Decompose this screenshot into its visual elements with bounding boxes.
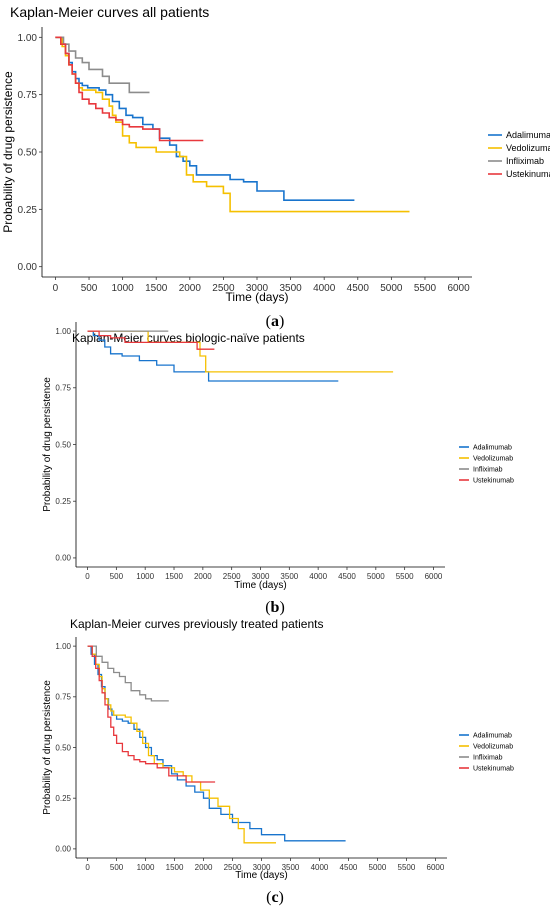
- chart-title: Kaplan-Meier curves biologic-naïve patie…: [72, 331, 305, 345]
- legend-label-infliximab: Infliximab: [473, 754, 503, 761]
- x-axis-label: Time (days): [235, 870, 287, 881]
- legend-label-vedolizumab: Vedolizumab: [473, 455, 513, 462]
- x-tick-label: 3000: [246, 283, 269, 294]
- series-line-infliximab: [87, 645, 169, 702]
- x-tick-label: 6000: [427, 863, 445, 872]
- x-tick-label: 3000: [252, 572, 270, 581]
- x-tick-label: 3500: [280, 572, 298, 581]
- y-tick-label: 0.25: [18, 205, 38, 216]
- x-tick-label: 0: [53, 283, 59, 294]
- y-axis-label: Probability of drug persistence: [42, 377, 53, 512]
- x-tick-label: 3500: [282, 863, 300, 872]
- series-line-infliximab: [55, 36, 150, 94]
- chart-title: Kaplan-Meier curves all patients: [10, 4, 209, 20]
- series-line-adalimumab: [87, 645, 346, 842]
- y-tick-label: 0.50: [55, 440, 71, 449]
- y-tick-label: 0.00: [18, 262, 38, 273]
- chart-title: Kaplan-Meier curves previously treated p…: [70, 617, 323, 631]
- x-tick-label: 5000: [380, 283, 403, 294]
- x-tick-label: 5000: [369, 863, 387, 872]
- y-tick-label: 0.50: [55, 743, 71, 752]
- legend-label-adalimumab: Adalimumab: [473, 732, 512, 739]
- x-tick-label: 5500: [396, 572, 414, 581]
- x-tick-label: 2000: [194, 572, 212, 581]
- x-tick-label: 500: [110, 863, 124, 872]
- panel-caption: (c): [266, 889, 284, 906]
- x-tick-label: 2000: [179, 283, 202, 294]
- x-tick-label: 6000: [425, 572, 443, 581]
- x-tick-label: 500: [110, 572, 124, 581]
- x-tick-label: 4500: [347, 283, 370, 294]
- series-line-ustekinumab: [55, 36, 204, 142]
- x-tick-label: 5500: [414, 283, 437, 294]
- x-tick-label: 500: [81, 283, 98, 294]
- x-tick-label: 5500: [398, 863, 416, 872]
- x-tick-label: 3000: [253, 863, 271, 872]
- series-line-adalimumab: [55, 36, 355, 201]
- y-tick-label: 0.75: [55, 384, 71, 393]
- legend-label-infliximab: Infliximab: [506, 156, 544, 166]
- x-tick-label: 1000: [136, 572, 154, 581]
- panel-b: Kaplan-Meier curves biologic-naïve patie…: [42, 322, 514, 616]
- x-tick-label: 1500: [145, 283, 168, 294]
- panel-a: Kaplan-Meier curves all patients 0.00 0.25…: [1, 4, 550, 330]
- x-tick-label: 1500: [165, 572, 183, 581]
- panel-caption: (b): [265, 599, 285, 616]
- x-tick-label: 1500: [166, 863, 184, 872]
- x-tick-label: 0: [85, 863, 90, 872]
- x-axis-label: Time (days): [234, 580, 286, 591]
- y-tick-label: 0.00: [55, 554, 71, 563]
- y-tick-label: 0.25: [55, 794, 71, 803]
- x-tick-label: 1000: [137, 863, 155, 872]
- panel-caption: (a): [266, 313, 285, 330]
- legend-label-vedolizumab: Vedolizumab: [473, 743, 513, 750]
- series-line-ustekinumab: [87, 330, 215, 350]
- x-tick-label: 5000: [367, 572, 385, 581]
- legend-label-adalimumab: Adalimumab: [473, 444, 512, 451]
- x-tick-label: 4500: [340, 863, 358, 872]
- y-tick-label: 1.00: [55, 642, 71, 651]
- legend-label-infliximab: Infliximab: [473, 466, 503, 473]
- x-tick-label: 4000: [313, 283, 336, 294]
- y-tick-label: 1.00: [55, 327, 71, 336]
- legend-label-ustekinumab: Ustekinumab: [473, 477, 514, 484]
- x-tick-label: 2500: [224, 863, 242, 872]
- legend-label-vedolizumab: Vedolizumab: [506, 143, 550, 153]
- x-tick-label: 2500: [223, 572, 241, 581]
- x-tick-label: 2500: [212, 283, 235, 294]
- legend-label-ustekinumab: Ustekinumab: [473, 765, 514, 772]
- y-axis-label: Probability of drug persistence: [42, 680, 53, 815]
- series-line-adalimumab: [87, 330, 339, 382]
- y-tick-label: 0.75: [18, 90, 38, 101]
- y-tick-label: 0.00: [55, 845, 71, 854]
- legend-label-ustekinumab: Ustekinumab: [506, 169, 550, 179]
- y-tick-label: 0.75: [55, 693, 71, 702]
- legend-label-adalimumab: Adalimumab: [506, 130, 550, 140]
- x-tick-label: 0: [85, 572, 90, 581]
- x-tick-label: 4000: [311, 863, 329, 872]
- x-tick-label: 4000: [309, 572, 327, 581]
- y-tick-label: 0.25: [55, 497, 71, 506]
- y-tick-label: 1.00: [18, 33, 38, 44]
- x-tick-label: 6000: [447, 283, 470, 294]
- series-line-ustekinumab: [87, 645, 216, 783]
- panel-c: Kaplan-Meier curves previously treated p…: [42, 617, 514, 906]
- y-axis-label: Probability of drug persistence: [1, 71, 15, 233]
- y-tick-label: 0.50: [18, 148, 38, 159]
- x-tick-label: 2000: [195, 863, 213, 872]
- x-tick-label: 3500: [279, 283, 302, 294]
- series-line-vedolizumab: [87, 645, 276, 844]
- x-tick-label: 1000: [112, 283, 135, 294]
- x-tick-label: 4500: [338, 572, 356, 581]
- series-line-vedolizumab: [55, 36, 410, 213]
- x-axis-label: Time (days): [226, 290, 289, 304]
